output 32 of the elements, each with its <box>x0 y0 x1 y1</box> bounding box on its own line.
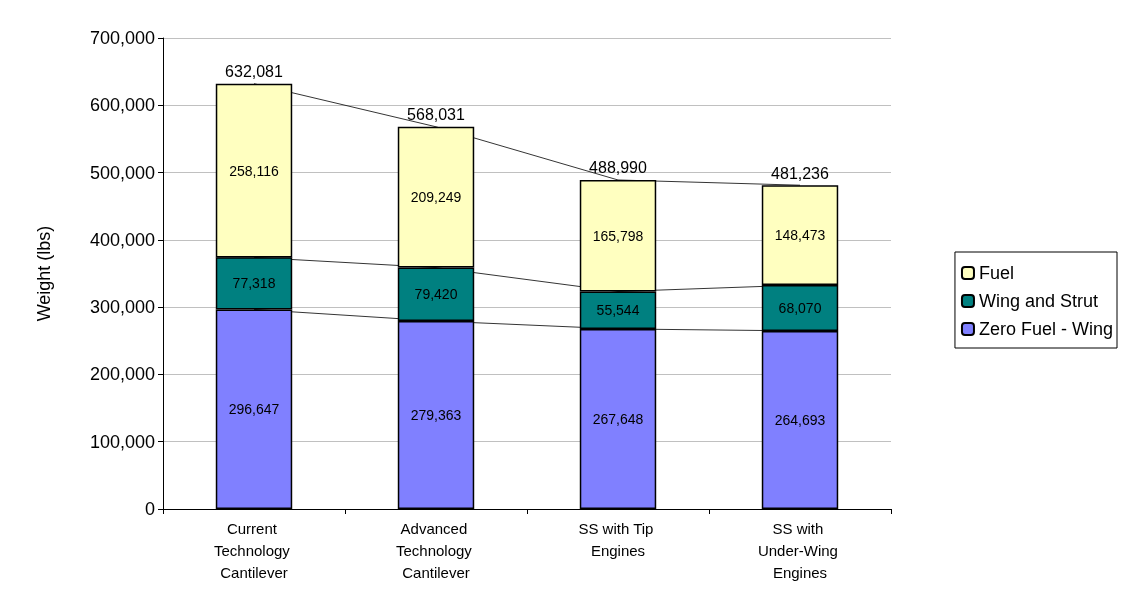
data-label: 77,318 <box>232 275 276 292</box>
legend-label: Zero Fuel - Wing <box>978 319 1114 339</box>
y-tick-label: 600,000 <box>89 95 155 116</box>
total-label: 488,990 <box>589 159 648 177</box>
data-label: 279,363 <box>410 407 462 424</box>
total-label: 632,081 <box>225 63 284 81</box>
y-tick-label: 200,000 <box>89 364 155 385</box>
y-tick-label: 700,000 <box>89 28 155 48</box>
data-label: 79,420 <box>414 286 458 303</box>
x-tick-label: Advanced Technology Cantilever <box>395 519 477 581</box>
data-label: 55,544 <box>596 302 640 319</box>
legend-label: Fuel <box>978 263 1014 283</box>
data-label: 296,647 <box>228 401 280 418</box>
y-tick-label: 400,000 <box>89 229 155 250</box>
x-tick-label: Current Technology Cantilever <box>213 519 295 581</box>
y-tick-label: 100,000 <box>89 431 155 452</box>
data-label: 267,648 <box>592 410 644 427</box>
data-label: 264,693 <box>774 411 826 428</box>
x-tick-label: SS with Under-Wing Engines <box>757 519 843 581</box>
data-label: 68,070 <box>778 300 822 316</box>
total-label: 568,031 <box>407 106 466 124</box>
legend-label: Wing and Strut <box>978 291 1099 311</box>
y-tick-label: 500,000 <box>89 162 155 183</box>
y-axis-title: Weight (lbs) <box>34 225 54 322</box>
x-tick-label: SS with Tip Engines <box>578 519 658 559</box>
y-tick-label: 0 <box>144 499 155 519</box>
data-label: 209,249 <box>410 189 462 206</box>
y-tick-label: 300,000 <box>89 297 155 318</box>
total-label: 481,236 <box>771 164 830 182</box>
data-label: 258,116 <box>229 162 279 179</box>
data-label: 165,798 <box>592 227 644 244</box>
data-label: 148,473 <box>774 227 826 244</box>
